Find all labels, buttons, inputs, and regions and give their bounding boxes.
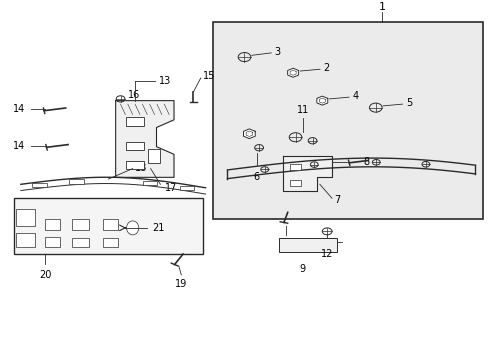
Text: 5: 5 [405,98,411,108]
Bar [278,238,336,252]
Bar [180,186,194,190]
Bar [147,149,160,163]
Bar [69,179,83,184]
Bar [72,219,89,230]
Text: 14: 14 [14,141,26,151]
Bar [16,209,35,226]
Text: 16: 16 [127,90,140,100]
Text: 2: 2 [323,63,329,73]
Polygon shape [287,68,298,77]
Text: 4: 4 [352,91,358,101]
Text: 17: 17 [165,183,177,193]
Bar [103,238,118,247]
Text: 20: 20 [39,270,51,280]
Text: 14: 14 [14,104,26,114]
Bar [126,117,143,126]
Bar [126,161,143,169]
Text: 6: 6 [253,172,259,182]
Polygon shape [316,96,327,105]
Text: 7: 7 [334,195,340,205]
Text: 12: 12 [320,249,333,259]
Polygon shape [283,156,331,191]
Bar [45,237,60,247]
Polygon shape [243,129,255,139]
Text: 3: 3 [274,47,280,57]
Bar [14,198,203,254]
Bar [126,142,143,150]
Polygon shape [116,101,174,177]
Text: 18: 18 [135,163,147,172]
Text: 10: 10 [279,238,291,248]
Bar [72,238,89,247]
Bar [289,180,301,186]
Text: 19: 19 [175,279,187,289]
Text: 11: 11 [296,105,308,114]
Bar [289,164,301,170]
Bar [103,219,118,230]
Text: 13: 13 [159,76,171,86]
Text: 15: 15 [203,71,215,81]
Text: 21: 21 [152,223,164,233]
Text: 1: 1 [378,2,385,12]
Text: 8: 8 [363,157,369,167]
Bar [32,183,46,187]
Bar [16,233,35,247]
Bar [142,181,157,185]
Bar [212,22,482,219]
Text: 9: 9 [299,265,305,274]
Bar [45,219,60,230]
Ellipse shape [126,221,139,235]
